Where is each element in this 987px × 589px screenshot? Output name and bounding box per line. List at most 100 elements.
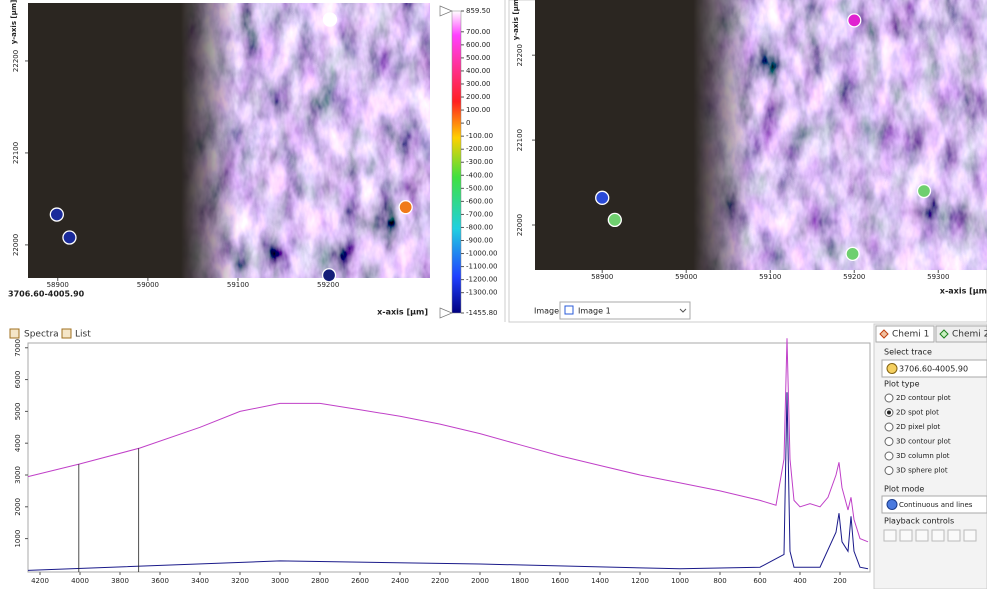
colorbar-tick-label: -1100.00	[466, 263, 497, 271]
colorbar-tick-label: -800.00	[466, 223, 493, 231]
tab-active[interactable]	[875, 325, 935, 343]
tab[interactable]: Spectra	[24, 330, 59, 340]
y-tick-label: 22200	[516, 44, 524, 66]
radio-label: 3D contour plot	[896, 438, 951, 446]
radio[interactable]	[884, 437, 894, 446]
colorbar-tick-label: -900.00	[466, 237, 493, 245]
colorbar-tick-label: 400.00	[466, 67, 491, 75]
x-tick-label: 1200	[631, 577, 649, 585]
radio[interactable]	[884, 422, 894, 432]
tab[interactable]: Chemi 1	[892, 330, 929, 340]
colorbar-tick-label: -100.00	[466, 132, 493, 140]
button-first[interactable]	[883, 529, 897, 542]
y-tick-label: 3000	[14, 466, 22, 484]
range-label: 3706.60-4005.90	[8, 290, 85, 299]
image-texture	[28, 3, 430, 278]
colorbar-tick-label: 0	[466, 119, 470, 127]
colorbar-tick-label: 700.00	[466, 28, 491, 36]
radio[interactable]	[884, 466, 894, 475]
button-play[interactable]	[915, 529, 929, 542]
spot	[398, 200, 413, 215]
x-axis-label: x-axis [µm]	[377, 308, 428, 317]
colorbar-tick-label: 100.00	[466, 106, 491, 114]
colorbar	[451, 10, 462, 314]
image-label: Image:	[534, 307, 562, 316]
button-forward[interactable]	[947, 529, 961, 542]
section-label: Select trace	[884, 348, 932, 357]
colorbar-tick-label: -700.00	[466, 210, 493, 218]
y-tick-label: 22200	[12, 50, 20, 72]
colorbar-tick-label: -300.00	[466, 158, 493, 166]
image-icon	[564, 305, 574, 315]
x-tick-label: 59100	[227, 281, 249, 289]
x-axis-label: x-axis [µm	[940, 287, 987, 296]
colorbar-tick-label: 200.00	[466, 93, 491, 101]
colorbar-handle[interactable]	[439, 5, 453, 17]
spot	[916, 183, 932, 199]
section-label: Plot type	[884, 380, 920, 389]
x-tick-label: 58900	[591, 273, 613, 281]
radio-label: 3D sphere plot	[896, 467, 948, 475]
spot	[595, 190, 610, 205]
x-tick-label: 1400	[591, 577, 609, 585]
x-tick-label: 1000	[671, 577, 689, 585]
colorbar-tick-label: -500.00	[466, 184, 493, 192]
x-tick-label: 4200	[31, 577, 49, 585]
trace-icon	[886, 363, 898, 374]
trace-dropdown[interactable]	[881, 359, 987, 378]
radio-label: 2D spot plot	[896, 409, 939, 417]
colorbar-tick-label: -1200.00	[466, 276, 497, 284]
y-tick-label: 22100	[516, 129, 524, 151]
x-tick-label: 600	[753, 577, 766, 585]
colorbar-tick-label: -600.00	[466, 197, 493, 205]
x-tick-label: 3400	[191, 577, 209, 585]
colorbar-tick-label: 500.00	[466, 54, 491, 62]
x-tick-label: 2200	[431, 577, 449, 585]
colorbar-tick-label: -1455.80	[466, 309, 497, 317]
x-tick-label: 59100	[759, 273, 781, 281]
section-label: Plot mode	[884, 485, 924, 494]
x-tick-label: 1600	[551, 577, 569, 585]
spot	[322, 12, 338, 27]
radio-label: 3D column plot	[896, 452, 950, 460]
y-axis-label: y-axis [µm]	[512, 0, 520, 40]
section-label: Playback controls	[884, 517, 954, 526]
colorbar-handle[interactable]	[439, 307, 453, 319]
x-tick-label: 3800	[111, 577, 129, 585]
radio[interactable]	[884, 451, 894, 461]
tab-inactive[interactable]	[935, 325, 987, 343]
x-tick-label: 59200	[843, 273, 865, 281]
spot	[49, 207, 64, 222]
y-axis-label: y-axis [µm]	[10, 0, 18, 44]
tab[interactable]: List	[75, 330, 91, 340]
radio-dot	[887, 410, 891, 415]
radio[interactable]	[884, 393, 894, 403]
y-tick-label: 7000	[14, 339, 22, 357]
button-last[interactable]	[963, 529, 977, 542]
spectrum-line	[27, 392, 869, 571]
list-icon	[61, 328, 72, 339]
y-tick-label: 22000	[12, 234, 20, 256]
trace-value: 3706.60-4005.90	[899, 365, 968, 374]
y-tick-label: 1000	[14, 530, 22, 548]
spot	[607, 212, 622, 228]
button-back[interactable]	[899, 529, 913, 542]
y-tick-label: 2000	[14, 498, 22, 516]
colorbar-tick-label: -200.00	[466, 145, 493, 153]
x-tick-label: 59000	[137, 281, 159, 289]
button-stop[interactable]	[931, 529, 945, 542]
x-tick-label: 3600	[151, 577, 169, 585]
image-dropdown[interactable]	[559, 301, 691, 320]
y-tick-label: 22000	[516, 214, 524, 236]
tab[interactable]: Chemi 2	[952, 330, 987, 340]
y-tick-label: 5000	[14, 402, 22, 420]
radio-label: 2D contour plot	[896, 394, 951, 402]
colorbar-tick-label: 300.00	[466, 80, 491, 88]
x-tick-label: 59200	[317, 281, 339, 289]
x-tick-label: 4000	[71, 577, 89, 585]
colorbar-tick-label: -400.00	[466, 171, 493, 179]
x-tick-label: 1800	[511, 577, 529, 585]
colorbar-tick-label: 600.00	[466, 41, 491, 49]
plot-mode-dropdown[interactable]	[881, 495, 987, 514]
